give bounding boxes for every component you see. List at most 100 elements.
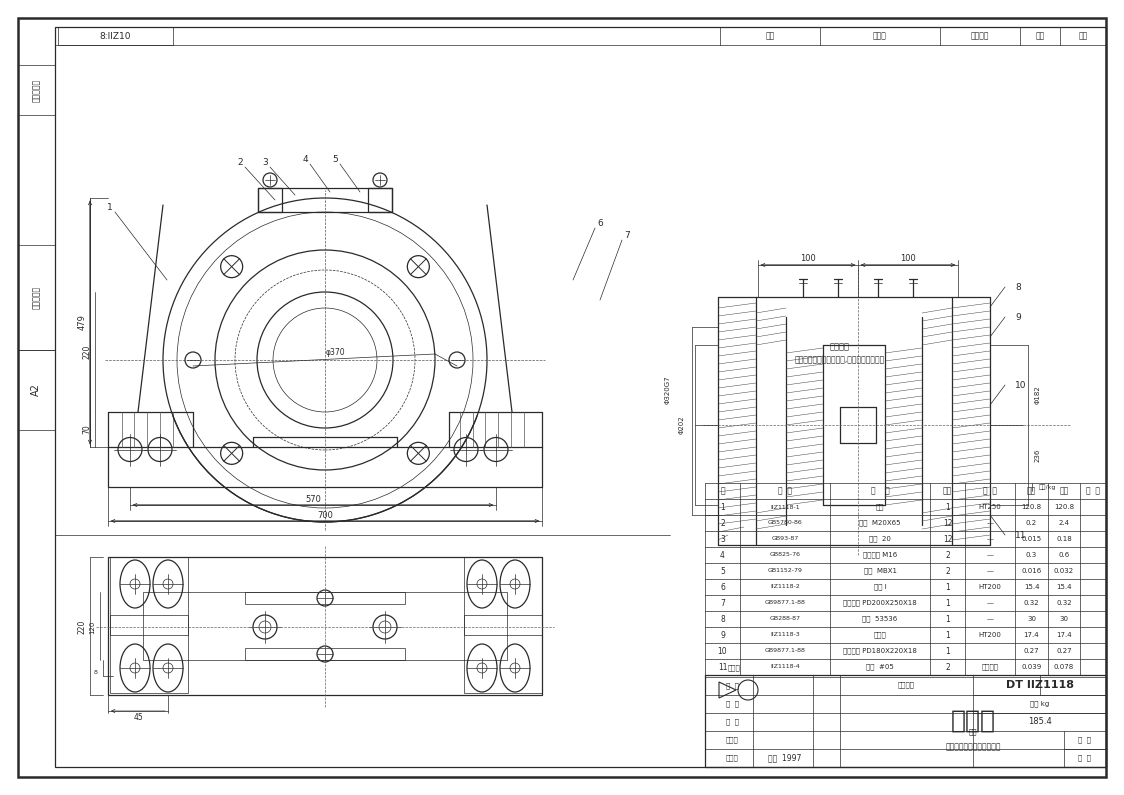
Text: GB9877.1-88: GB9877.1-88 [764,600,806,606]
Text: 6: 6 [720,583,725,591]
Text: 11: 11 [1015,530,1026,540]
Text: 单重: 单重 [1027,487,1036,495]
Text: DT IIZ1118: DT IIZ1118 [1006,680,1073,690]
Text: 图纸文件号: 图纸文件号 [31,285,40,308]
Text: HT250: HT250 [979,504,1001,510]
Text: 30: 30 [1060,616,1069,622]
Text: 7: 7 [624,231,629,239]
Text: 管堵油杯 PD200X250X18: 管堵油杯 PD200X250X18 [843,599,917,607]
Text: 序: 序 [720,487,725,495]
Text: 1: 1 [945,502,950,511]
Text: 重量 kg: 重量 kg [1030,700,1049,708]
Text: 10: 10 [1015,381,1026,390]
Text: 236: 236 [1035,448,1041,462]
Text: A2: A2 [31,383,40,397]
Text: 重量/kg: 重量/kg [1039,484,1057,490]
Text: 2: 2 [720,518,725,528]
Text: 垫圈  20: 垫圈 20 [869,536,891,542]
Text: IIZ1118-3: IIZ1118-3 [770,633,800,638]
Text: GB5780-86: GB5780-86 [768,521,803,525]
Text: 15.4: 15.4 [1024,584,1040,590]
Text: HT200: HT200 [979,584,1001,590]
Text: 220: 220 [78,620,87,634]
Bar [245,648,405,660]
Text: 0.27: 0.27 [1024,648,1040,654]
Text: 第  页: 第 页 [1079,754,1091,762]
Text: 0.32: 0.32 [1024,600,1040,606]
Text: 首钢华宇机械制造股份公司: 首钢华宇机械制造股份公司 [945,743,1000,751]
Text: 校  图: 校 图 [725,700,738,708]
Text: 日期: 日期 [1078,32,1088,41]
Text: 材  料: 材 料 [984,487,997,495]
Bar [464,615,542,693]
Text: 通盖 I: 通盖 I [873,584,887,591]
Bar [705,675,1106,767]
Text: 标记: 标记 [765,32,774,41]
Text: 15.4: 15.4 [1057,584,1072,590]
Text: 0.27: 0.27 [1057,648,1072,654]
Text: —: — [987,552,994,558]
Text: —: — [987,568,994,574]
Text: 3: 3 [720,534,725,544]
Text: 2: 2 [945,550,950,560]
Text: GB288-87: GB288-87 [770,616,800,622]
Text: 120.8: 120.8 [1054,504,1075,510]
Text: 名    称: 名 称 [871,487,889,495]
Text: 总重: 总重 [1060,487,1069,495]
Text: 合同号: 合同号 [727,665,741,671]
Text: 9: 9 [1015,312,1021,321]
Text: 700: 700 [317,510,333,519]
Text: 185.4: 185.4 [1027,718,1051,727]
Text: 0.32: 0.32 [1057,600,1072,606]
Text: IIZ1118-4: IIZ1118-4 [770,665,800,669]
Text: —: — [987,600,994,606]
Text: 吊环螺钉 M16: 吊环螺钉 M16 [863,552,897,558]
Text: 17.4: 17.4 [1024,632,1040,638]
Text: 1: 1 [945,646,950,656]
Text: 2: 2 [945,567,950,576]
Text: 备  注: 备 注 [1086,487,1100,495]
Bar [245,592,405,604]
Text: 审  核: 审 核 [725,719,738,725]
Text: φ370: φ370 [325,347,345,356]
Text: 油杯  MBX1: 油杯 MBX1 [863,568,897,574]
Text: 220: 220 [82,345,91,359]
Text: 技术要求: 技术要求 [830,343,850,351]
Bar [259,188,282,212]
Text: 1: 1 [720,502,725,511]
Text: Φ202: Φ202 [679,416,685,434]
Text: 文件号: 文件号 [873,32,887,41]
Text: 管堵油杯 PD180X220X18: 管堵油杯 PD180X220X18 [843,648,917,654]
Text: 1: 1 [945,599,950,607]
Text: 8: 8 [1015,282,1021,292]
Text: 4: 4 [720,550,725,560]
Text: GB93-87: GB93-87 [771,537,799,541]
Text: 签名: 签名 [1035,32,1044,41]
Text: 8:IIZ10: 8:IIZ10 [99,32,130,41]
Text: —: — [987,616,994,622]
Text: 100: 100 [800,254,816,262]
Text: 轴承  53536: 轴承 53536 [862,615,898,622]
Text: 4: 4 [302,154,308,164]
Text: 0.015: 0.015 [1022,536,1042,542]
Text: GB825-76: GB825-76 [770,553,800,557]
Text: GB1152-79: GB1152-79 [768,568,803,573]
Text: HT200: HT200 [979,632,1001,638]
Text: 0.032: 0.032 [1054,568,1075,574]
Text: 5: 5 [332,154,338,164]
Bar [368,188,392,212]
Text: 1: 1 [945,583,950,591]
Text: 30: 30 [1027,616,1036,622]
Text: 12: 12 [943,518,952,528]
Text: 0.2: 0.2 [1026,520,1037,526]
Text: 8: 8 [720,615,725,623]
Bar [58,27,173,45]
Text: 修改内容: 修改内容 [971,32,989,41]
Text: IIZ1118-2: IIZ1118-2 [770,584,800,590]
Bar [108,557,542,695]
Text: —: — [987,520,994,526]
Text: 透盖口: 透盖口 [873,632,887,638]
Text: 70: 70 [82,425,91,434]
Bar [110,557,188,635]
Text: 2: 2 [945,662,950,672]
